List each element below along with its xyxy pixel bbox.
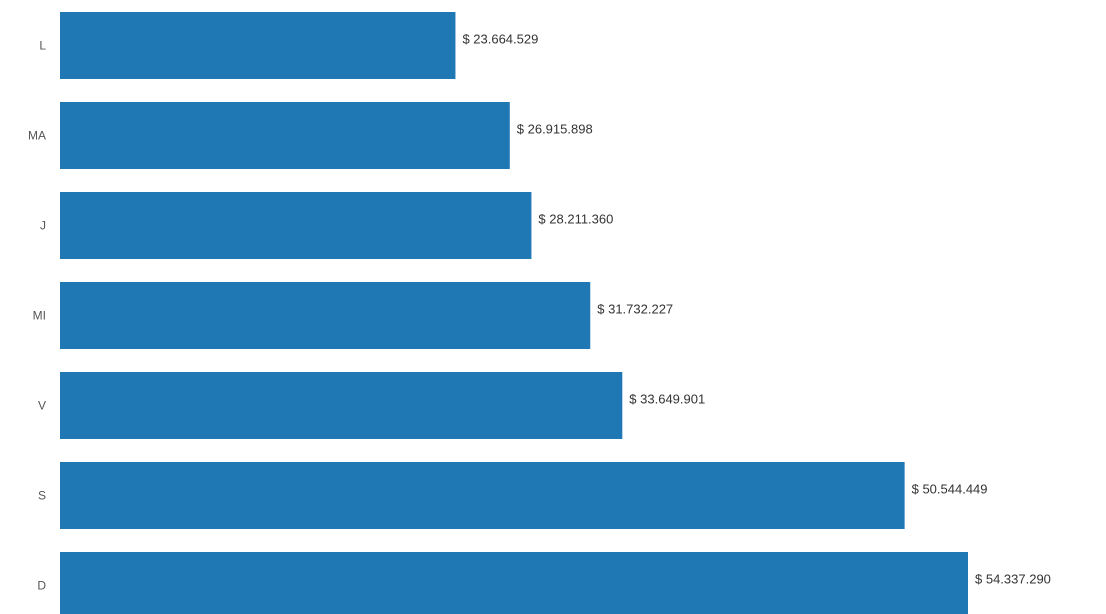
category-labels-group: L MA J MI V S D [28,39,46,593]
category-label-ma: MA [28,129,46,143]
bar-s [60,462,905,529]
bars-group [60,12,968,614]
value-label-ma: $ 26.915.898 [517,122,593,137]
value-label-mi: $ 31.732.227 [597,302,673,317]
category-label-l: L [39,39,46,53]
category-label-v: V [38,399,46,413]
bar-ma [60,102,510,169]
category-label-mi: MI [33,309,46,323]
category-label-s: S [38,489,46,503]
value-label-l: $ 23.664.529 [462,32,538,47]
value-label-d: $ 54.337.290 [975,572,1051,587]
category-label-d: D [37,579,46,593]
bar-mi [60,282,591,349]
value-label-j: $ 28.211.360 [538,212,613,227]
bar-v [60,372,623,439]
bar-j [60,192,532,259]
value-label-v: $ 33.649.901 [629,392,705,407]
bar-d [60,552,968,614]
value-labels-group: $ 23.664.529 $ 26.915.898 $ 28.211.360 $ 31… [462,32,1050,587]
category-label-j: J [40,219,46,233]
value-label-s: $ 50.544.449 [912,482,988,497]
bar-l [60,12,456,79]
